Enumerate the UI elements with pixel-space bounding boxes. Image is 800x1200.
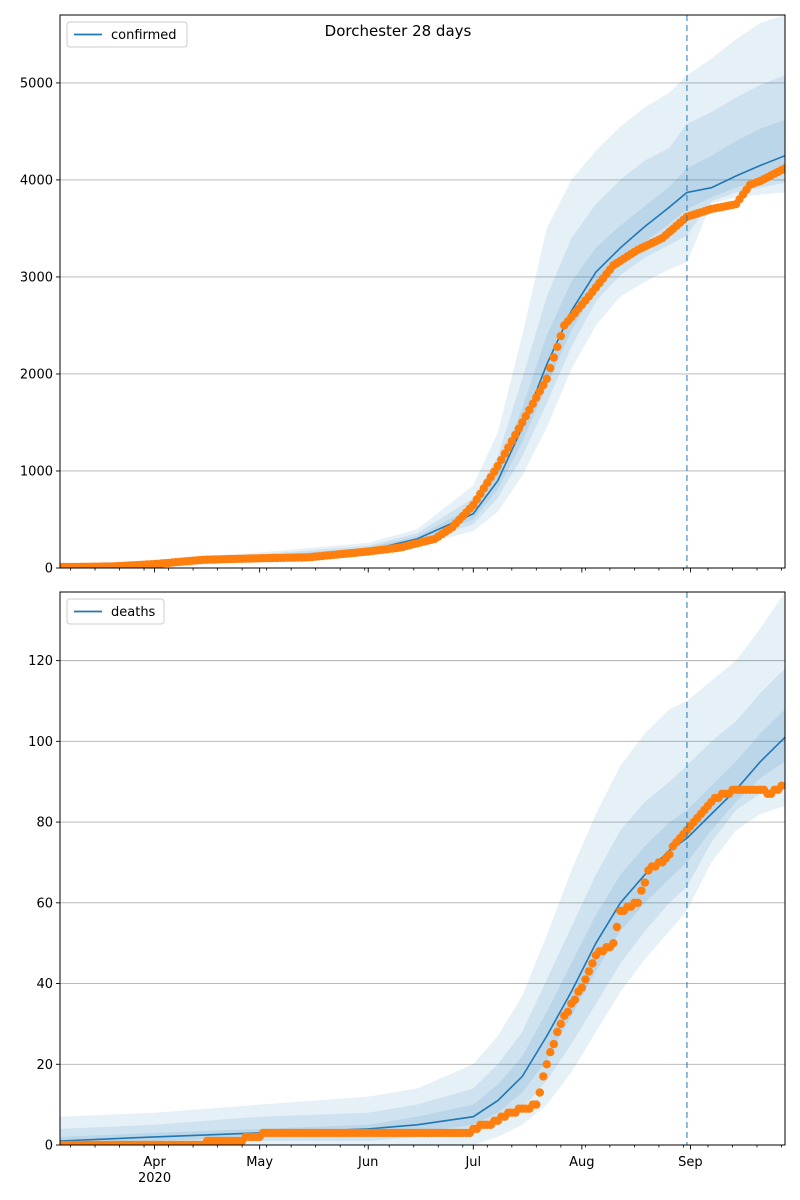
y-tick-label: 3000 (20, 270, 53, 285)
observed-point (553, 342, 562, 351)
y-tick-label: 60 (36, 896, 53, 911)
observed-point (500, 449, 509, 458)
observed-point (539, 380, 548, 390)
observed-point (633, 898, 643, 907)
observed-point (588, 959, 597, 968)
observed-point (539, 1072, 548, 1081)
x-tick-sublabel: 2020 (138, 1171, 171, 1186)
observed-point (637, 886, 646, 895)
observed-point (609, 939, 618, 948)
observed-point (525, 405, 534, 415)
observed-point (556, 1019, 565, 1029)
legend-box (66, 21, 188, 48)
observed-point (546, 1048, 555, 1057)
observed-point (535, 387, 544, 396)
x-tick-label: May (246, 1155, 273, 1170)
observed-point (521, 412, 530, 421)
x-tick-label: Jun (357, 1155, 378, 1170)
data-layer (60, 15, 785, 568)
y-tick-label: 100 (28, 735, 53, 750)
observed-point (532, 1100, 541, 1109)
legend-label: confirmed (111, 28, 177, 43)
data-layer (60, 592, 785, 1145)
observed-point (640, 878, 650, 887)
y-tick-label: 1000 (20, 464, 53, 479)
figure-title: Dorchester 28 days (325, 22, 472, 40)
observed-point (507, 437, 516, 446)
observed-point (549, 353, 558, 362)
uncertainty-band (60, 668, 785, 1145)
y-tick-label: 0 (45, 1139, 53, 1154)
observed-point (493, 461, 502, 471)
observed-point (511, 430, 520, 440)
observed-point (556, 331, 565, 341)
x-tick-label: Aug (569, 1155, 594, 1170)
observed-point (570, 995, 580, 1004)
observed-point (532, 393, 541, 402)
plot-frame (59, 14, 786, 569)
observed-point (577, 983, 587, 992)
observed-point (612, 922, 622, 932)
y-tick-label: 40 (36, 977, 53, 992)
y-tick-label: 0 (45, 562, 53, 577)
observed-point (497, 455, 506, 465)
observed-point (518, 418, 527, 427)
y-tick-label: 80 (36, 816, 53, 831)
y-tick-label: 2000 (20, 367, 53, 382)
observed-point (563, 1007, 573, 1016)
uncertainty-band (60, 15, 785, 568)
observed-point (780, 164, 785, 173)
observed-point (665, 850, 674, 859)
observed-point (549, 1039, 558, 1049)
observed-point (542, 1060, 551, 1069)
observed-point (535, 1088, 544, 1097)
x-tick-label: Apr (143, 1155, 166, 1170)
uncertainty-band (60, 75, 785, 568)
x-tick-label: Jul (464, 1155, 481, 1170)
observed-point (777, 781, 785, 790)
observed-point (553, 1027, 562, 1037)
y-tick-label: 120 (28, 654, 53, 669)
y-tick-label: 5000 (20, 76, 53, 91)
legend-box (66, 598, 165, 625)
uncertainty-band (60, 119, 785, 568)
legend-label: deaths (111, 605, 156, 620)
observed-point (581, 975, 590, 984)
plot-frame (59, 591, 786, 1146)
observed-point (514, 424, 523, 433)
observed-point (542, 374, 551, 383)
x-tick-label: Sep (678, 1155, 703, 1170)
uncertainty-band (60, 592, 785, 1145)
y-tick-label: 4000 (20, 173, 53, 188)
observed-point (584, 967, 594, 976)
y-tick-label: 20 (36, 1058, 53, 1073)
confirmed-panel: 0 1000 2000 3000 4000 5000 confirmed (20, 14, 786, 577)
observed-point (504, 443, 513, 452)
observed-point (528, 399, 537, 408)
observed-point (546, 363, 555, 373)
